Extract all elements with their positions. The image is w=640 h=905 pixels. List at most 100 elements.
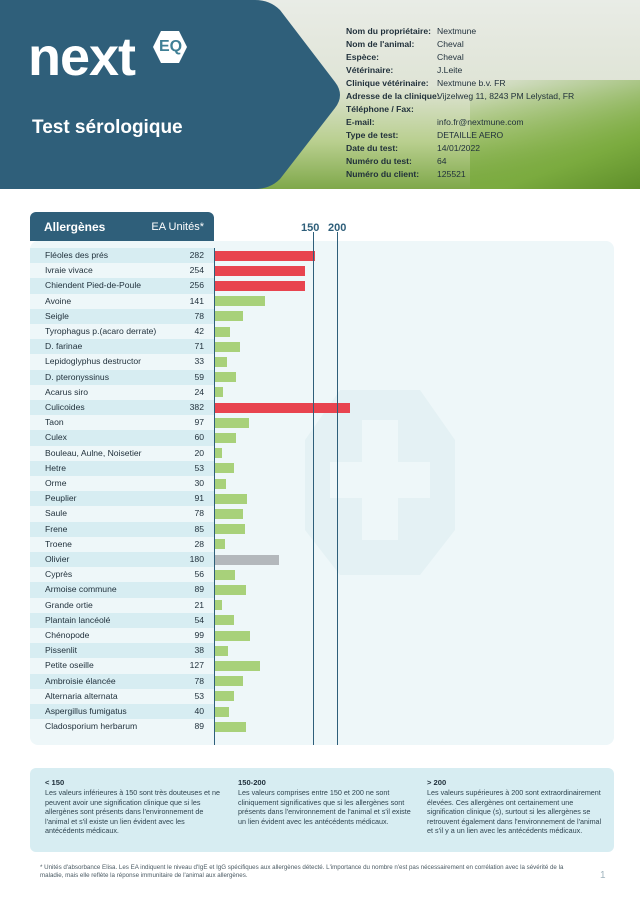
allergen-name: Orme bbox=[45, 478, 67, 488]
info-value: info.fr@nextmune.com bbox=[437, 117, 524, 127]
info-row: Clinique vétérinaire: Nextmune b.v. FR bbox=[346, 77, 606, 90]
legend-medium-title: 150-200 bbox=[238, 778, 266, 787]
info-row: Adresse de la clinique: Vijzelweg 11, 824… bbox=[346, 90, 606, 103]
logo-text: next bbox=[28, 27, 136, 87]
bar bbox=[215, 539, 225, 550]
table-row: Seigle 78 bbox=[30, 308, 214, 324]
page-header: next EQ Test sérologique Nom du propriét… bbox=[0, 0, 640, 189]
allergen-value: 180 bbox=[189, 554, 204, 564]
table-row: Cladosporium herbarum 89 bbox=[30, 719, 214, 734]
bar bbox=[215, 433, 237, 443]
bar bbox=[215, 706, 230, 717]
info-value: Cheval bbox=[437, 52, 464, 62]
info-label: Adresse de la clinique: bbox=[346, 91, 440, 101]
info-value: Vijzelweg 11, 8243 PM Lelystad, FR bbox=[437, 91, 575, 101]
allergen-value: 42 bbox=[194, 326, 204, 336]
info-label: E-mail: bbox=[346, 117, 375, 127]
legend-medium-text: Les valeurs comprises entre 150 et 200 n… bbox=[238, 788, 411, 826]
bar bbox=[215, 691, 234, 702]
legend-high: > 200 Les valeurs supérieures à 200 sont… bbox=[427, 778, 607, 835]
legend-box: < 150 Les valeurs inférieures à 150 sont… bbox=[30, 768, 614, 852]
table-row: Troene 28 bbox=[30, 537, 214, 552]
allergen-value: 53 bbox=[194, 462, 204, 473]
allergen-name: Petite oseille bbox=[45, 660, 94, 671]
nextmune-logo: next EQ bbox=[28, 27, 187, 87]
allergen-value: 382 bbox=[189, 402, 204, 412]
table-row: Orme 30 bbox=[30, 476, 214, 491]
table-row: Cyprès 56 bbox=[30, 567, 214, 582]
table-row: Aspergillus fumigatus 40 bbox=[30, 704, 214, 720]
allergen-value: 78 bbox=[194, 310, 204, 321]
legend-low-title: < 150 bbox=[45, 778, 65, 787]
header-blue-panel bbox=[0, 0, 340, 189]
allergen-value: 127 bbox=[189, 660, 204, 671]
allergen-name: Plantain lancéolé bbox=[45, 614, 111, 625]
info-label: Nom du propriétaire: bbox=[346, 26, 431, 36]
table-row: Taon 97 bbox=[30, 415, 214, 430]
info-row: Numéro du test: 64 bbox=[346, 155, 606, 168]
bar bbox=[215, 463, 234, 474]
info-row: Type de test: DETAILLE AERO bbox=[346, 129, 606, 142]
table-row: Grande ortie 21 bbox=[30, 598, 214, 613]
info-row: Vétérinaire: J.Leite bbox=[346, 64, 606, 77]
allergen-name: D. pteronyssinus bbox=[45, 371, 110, 382]
threshold-label-150: 150 bbox=[301, 222, 320, 234]
allergen-name: Olivier bbox=[45, 554, 70, 564]
info-row: Nom de l'animal: Cheval bbox=[346, 38, 606, 51]
bar bbox=[215, 311, 243, 322]
allergen-name: Bouleau, Aulne, Noisetier bbox=[45, 447, 142, 458]
table-row: Fléoles des prés 282 bbox=[30, 248, 214, 264]
allergen-name: Cyprès bbox=[45, 569, 73, 580]
bar bbox=[215, 493, 248, 504]
allergen-name: Acarus siro bbox=[45, 386, 88, 397]
info-label: Numéro du client: bbox=[346, 169, 420, 179]
allergen-table-header: Allergènes EA Unités* bbox=[30, 212, 214, 241]
allergen-value: 24 bbox=[194, 386, 204, 397]
threshold-line-200 bbox=[337, 232, 338, 745]
info-row: Nom du propriétaire: Nextmune bbox=[346, 25, 606, 38]
allergen-value: 21 bbox=[194, 599, 204, 610]
allergen-value: 38 bbox=[194, 645, 204, 656]
legend-medium: 150-200 Les valeurs comprises entre 150 … bbox=[238, 778, 418, 826]
bar bbox=[215, 402, 350, 413]
allergens-column-header: Allergènes bbox=[44, 220, 106, 234]
allergen-value: 254 bbox=[189, 265, 204, 276]
table-row: Tyrophagus p.(acaro derrate) 42 bbox=[30, 324, 214, 339]
logo-badge-icon bbox=[153, 31, 187, 63]
bar bbox=[215, 600, 223, 611]
allergen-name: Taon bbox=[45, 417, 64, 428]
bar bbox=[215, 524, 246, 535]
info-label: Téléphone / Fax: bbox=[346, 104, 414, 114]
patient-info: Nom du propriétaire: Nextmune Nom de l'ani… bbox=[346, 25, 606, 181]
cross-watermark-icon bbox=[305, 390, 455, 575]
table-row: Bouleau, Aulne, Noisetier 20 bbox=[30, 446, 214, 461]
info-value: 125521 bbox=[437, 169, 466, 179]
allergen-name: Aspergillus fumigatus bbox=[45, 706, 127, 716]
bar bbox=[215, 661, 260, 671]
allergen-value: 53 bbox=[194, 690, 204, 701]
info-row: Date du test: 14/01/2022 bbox=[346, 142, 606, 155]
info-label: Date du test: bbox=[346, 143, 399, 153]
table-row: Hetre 53 bbox=[30, 460, 214, 476]
allergen-value: 78 bbox=[194, 508, 204, 519]
table-row: Chiendent Pied-de-Poule 256 bbox=[30, 278, 214, 294]
allergen-name: Saule bbox=[45, 508, 67, 519]
legend-low-text: Les valeurs inférieures à 150 sont très … bbox=[45, 788, 221, 836]
bar bbox=[215, 478, 226, 489]
logo-badge-text: EQ bbox=[159, 38, 183, 55]
info-value: DETAILLE AERO bbox=[437, 130, 504, 140]
bar bbox=[215, 645, 229, 656]
table-row: Ivraie vivace 254 bbox=[30, 263, 214, 278]
allergen-value: 99 bbox=[194, 630, 204, 640]
allergen-name: Ivraie vivace bbox=[45, 265, 93, 276]
table-row: Armoise commune 89 bbox=[30, 582, 214, 598]
info-value: 14/01/2022 bbox=[437, 143, 481, 153]
threshold-line-150 bbox=[312, 232, 314, 745]
info-row: E-mail: info.fr@nextmune.com bbox=[346, 116, 606, 129]
allergen-name: Troene bbox=[45, 538, 72, 549]
bar bbox=[215, 265, 305, 276]
allergen-value: 256 bbox=[189, 280, 204, 291]
chart-axis-line bbox=[214, 248, 215, 745]
allergen-name: Avoine bbox=[45, 295, 72, 306]
allergen-value: 20 bbox=[194, 447, 204, 458]
